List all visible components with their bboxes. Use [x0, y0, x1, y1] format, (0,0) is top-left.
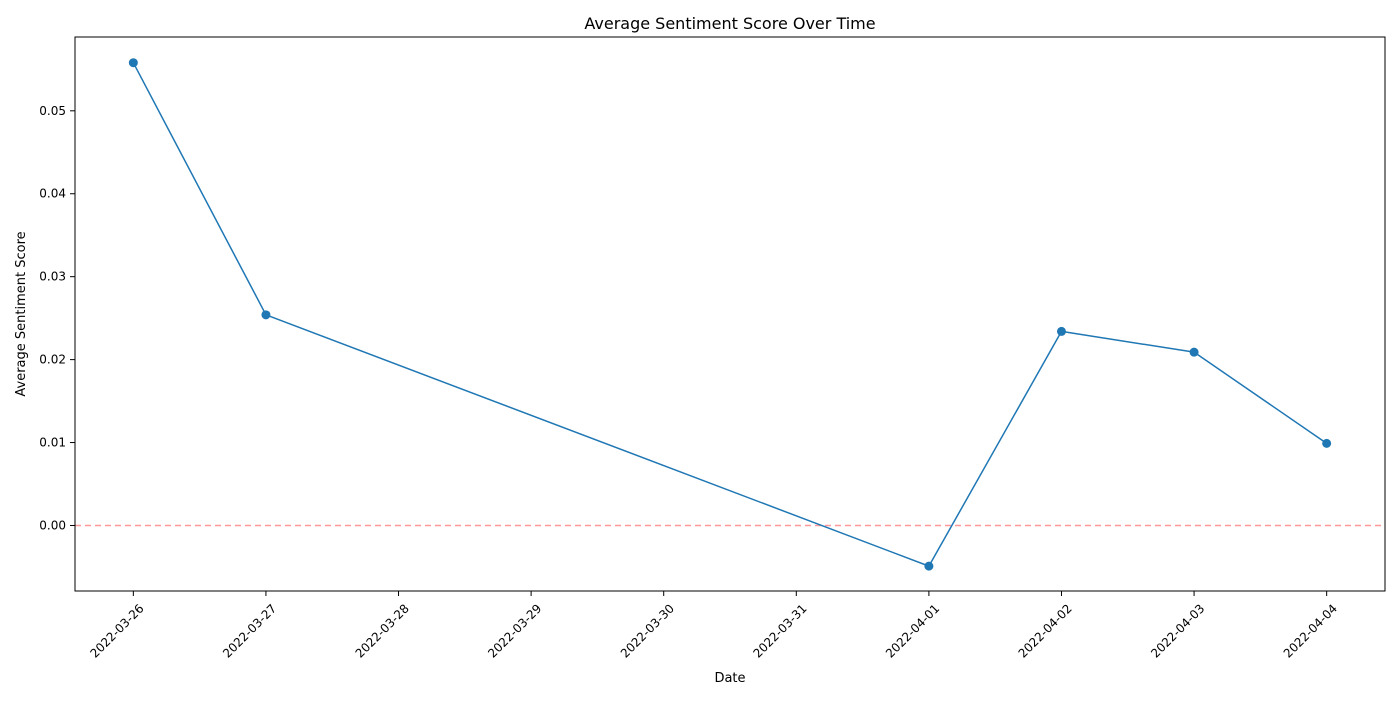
y-tick-label: 0.04	[39, 187, 66, 201]
y-tick-label: 0.00	[39, 518, 66, 532]
y-tick-label: 0.03	[39, 270, 66, 284]
plot-frame	[74, 36, 1386, 592]
x-tick-label: 2022-04-03	[1148, 601, 1207, 660]
y-tick-label: 0.01	[39, 436, 66, 450]
data-point-2022-04-03	[1189, 347, 1199, 357]
data-point-2022-03-26	[128, 58, 138, 68]
y-tick-label: 0.05	[39, 104, 66, 118]
plot-area	[75, 58, 1385, 571]
data-point-2022-04-02	[1056, 326, 1066, 336]
x-tick-label: 2022-03-30	[618, 601, 677, 660]
data-point-2022-04-01	[924, 561, 934, 571]
data-point-2022-04-04	[1322, 438, 1332, 448]
y-tick-label: 0.02	[39, 353, 66, 367]
x-tick-label: 2022-03-29	[485, 601, 544, 660]
data-point-2022-03-27	[261, 310, 271, 320]
x-tick-label: 2022-03-28	[353, 601, 412, 660]
x-tick-label: 2022-03-31	[750, 601, 809, 660]
chart-title: Average Sentiment Score Over Time	[584, 14, 875, 33]
x-tick-label: 2022-04-01	[883, 601, 942, 660]
series-line	[132, 62, 1328, 567]
x-tick-label: 2022-03-26	[87, 601, 146, 660]
x-tick-label: 2022-04-04	[1281, 601, 1340, 660]
y-axis-label: Average Sentiment Score	[14, 231, 29, 396]
x-tick-label: 2022-04-02	[1016, 601, 1075, 660]
x-tick-label: 2022-03-27	[220, 601, 279, 660]
axes: 2022-03-26 2022-03-27 2022-03-28 2022-03-29…	[39, 36, 1386, 661]
x-axis-label: Date	[714, 671, 745, 686]
